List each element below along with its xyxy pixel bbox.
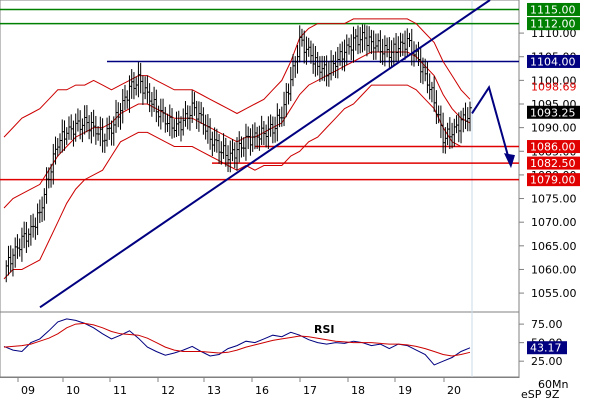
- time-tick-label: 20: [447, 384, 461, 397]
- price-tick-label: 1070.00: [531, 216, 577, 229]
- level-tag: [527, 173, 580, 187]
- level-tag: [527, 17, 580, 31]
- level-label-6: 1079.00: [530, 174, 576, 187]
- rsi-value-tag: [527, 341, 567, 355]
- timeframe-label: 60Mn: [538, 378, 568, 391]
- level-tag: [527, 54, 580, 68]
- level-label-1: 1112.00: [530, 18, 576, 31]
- projection-line: [471, 85, 511, 164]
- level-tag: [527, 2, 580, 16]
- band-line: [3, 18, 471, 138]
- price-tick-label: 1100.00: [531, 74, 577, 87]
- time-tick-label: 16: [255, 384, 269, 397]
- price-panel: [0, 0, 520, 313]
- level-label-2: 1104.00: [530, 55, 576, 68]
- level-label-0: 1115.00: [530, 3, 576, 16]
- level-label-3: 1098.69: [531, 81, 577, 94]
- price-tick-label: 1065.00: [531, 240, 577, 253]
- rsi-label: RSI: [314, 323, 335, 336]
- price-tick-label: 1090.00: [531, 122, 577, 135]
- level-tag: [527, 156, 580, 170]
- time-tick-label: 19: [398, 384, 412, 397]
- time-tick-label: 11: [113, 384, 127, 397]
- level-label-5: 1082.50: [530, 157, 576, 170]
- rsi-value-label: 43.17: [530, 342, 562, 355]
- time-tick-label: 13: [207, 384, 221, 397]
- level-label-4: 1086.00: [530, 141, 576, 154]
- last-price-label: 1093.25: [530, 106, 576, 119]
- price-tick-label: 1110.00: [531, 27, 577, 40]
- price-tick-label: 1075.00: [531, 193, 577, 206]
- level-tag: [527, 140, 580, 154]
- time-tick-label: 09: [21, 384, 35, 397]
- time-tick-label: 12: [161, 384, 175, 397]
- last-price-tag: [527, 105, 580, 119]
- projection-arrowhead: [504, 153, 515, 169]
- time-tick-label: 10: [66, 384, 80, 397]
- rsi-tick-label: 75.00: [531, 318, 563, 331]
- trendline: [39, 0, 491, 309]
- rsi-tick-label: 25.00: [531, 355, 563, 368]
- symbol-label: eSP 9Z: [521, 388, 560, 400]
- rsi-line: [3, 318, 471, 366]
- time-tick-label: 18: [351, 384, 365, 397]
- rsi-line: [3, 322, 471, 357]
- time-tick-label: 17: [303, 384, 317, 397]
- rsi-panel: [0, 311, 520, 378]
- price-tick-label: 1055.00: [531, 287, 577, 300]
- price-tick-label: 1060.00: [531, 263, 577, 276]
